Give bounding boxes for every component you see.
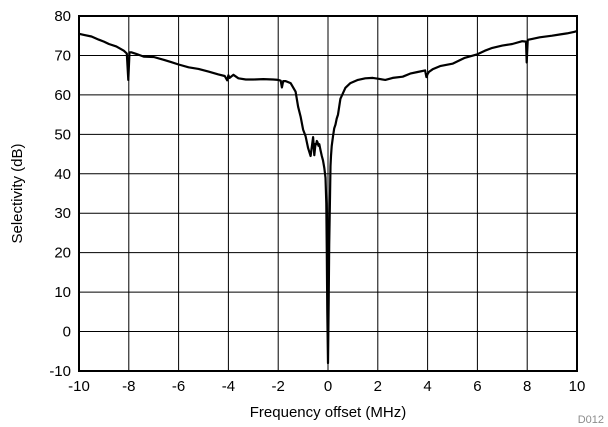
x-tick-label: 10	[569, 378, 586, 395]
y-axis-ticks: -10 0 10 20 30 40 50 60 70 80	[49, 8, 71, 380]
x-tick-label: 4	[423, 378, 431, 395]
plot-area	[78, 15, 578, 372]
series-line	[78, 29, 578, 365]
x-tick-label: -6	[172, 378, 185, 395]
y-tick-label: 30	[54, 205, 71, 222]
y-tick-label: 10	[54, 284, 71, 301]
figure-id-footnote: D012	[578, 414, 604, 426]
y-tick-label: 0	[63, 324, 71, 341]
x-tick-label: -2	[272, 378, 285, 395]
y-axis-label: Selectivity (dB)	[9, 143, 26, 243]
x-tick-label: -10	[68, 378, 90, 395]
x-tick-label: 6	[473, 378, 481, 395]
x-tick-label: 8	[523, 378, 531, 395]
y-tick-label: 40	[54, 166, 71, 183]
x-tick-label: -8	[122, 378, 135, 395]
x-axis-label: Frequency offset (MHz)	[250, 404, 406, 421]
x-tick-label: 2	[374, 378, 382, 395]
y-tick-label: 50	[54, 126, 71, 143]
y-tick-label: 60	[54, 87, 71, 104]
x-axis-ticks: -10 -8 -6 -4 -2 0 2 4 6 8 10	[68, 378, 585, 395]
x-tick-label: -4	[222, 378, 235, 395]
x-tick-label: 0	[324, 378, 332, 395]
y-tick-label: -10	[49, 363, 71, 380]
grid	[79, 16, 577, 371]
y-tick-label: 20	[54, 245, 71, 262]
y-tick-label: 80	[54, 8, 71, 25]
series-group	[78, 29, 578, 365]
y-tick-label: 70	[54, 47, 71, 64]
